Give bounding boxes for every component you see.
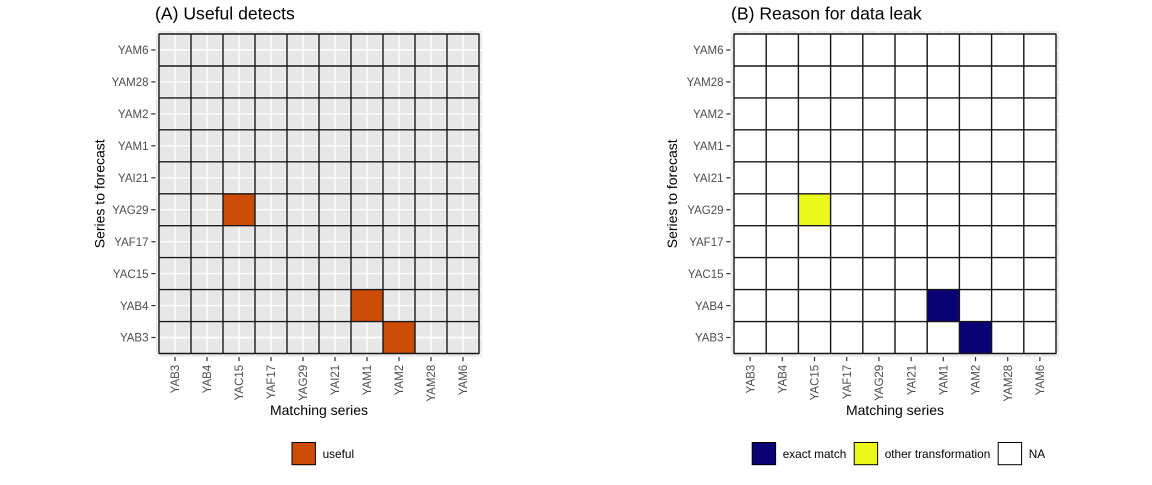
svg-text:YAF17: YAF17 — [689, 237, 723, 249]
svg-text:(B) Reason for data leak: (B) Reason for data leak — [731, 4, 922, 24]
svg-text:YAB3: YAB3 — [120, 333, 149, 345]
svg-text:YAB4: YAB4 — [202, 364, 214, 393]
svg-text:YAG29: YAG29 — [112, 205, 148, 217]
svg-text:Series to forecast: Series to forecast — [92, 139, 108, 248]
svg-text:YAM28: YAM28 — [1003, 365, 1015, 402]
svg-text:YAG29: YAG29 — [874, 365, 886, 401]
svg-text:YAM28: YAM28 — [426, 365, 438, 402]
svg-text:YAM28: YAM28 — [687, 77, 724, 89]
svg-text:YAM2: YAM2 — [971, 365, 983, 395]
svg-text:YAB3: YAB3 — [695, 333, 724, 345]
svg-text:YAG29: YAG29 — [687, 205, 723, 217]
svg-text:(A) Useful detects: (A) Useful detects — [155, 4, 295, 24]
svg-text:YAI21: YAI21 — [330, 365, 342, 395]
svg-text:YAM6: YAM6 — [693, 45, 723, 57]
svg-text:YAF17: YAF17 — [842, 365, 854, 399]
svg-text:YAC15: YAC15 — [810, 365, 822, 401]
svg-text:YAI21: YAI21 — [906, 365, 918, 395]
svg-text:YAM1: YAM1 — [362, 365, 374, 395]
svg-text:Matching series: Matching series — [270, 402, 368, 418]
svg-text:YAB4: YAB4 — [695, 301, 724, 313]
svg-text:YAF17: YAF17 — [114, 237, 148, 249]
svg-text:YAF17: YAF17 — [266, 365, 278, 399]
svg-text:YAM6: YAM6 — [458, 365, 470, 395]
svg-text:other transformation: other transformation — [885, 447, 991, 461]
svg-text:YAM6: YAM6 — [118, 45, 148, 57]
svg-text:NA: NA — [1029, 447, 1046, 461]
svg-text:YAM2: YAM2 — [118, 109, 148, 121]
svg-text:YAM2: YAM2 — [693, 109, 723, 121]
svg-text:exact match: exact match — [783, 447, 847, 461]
svg-text:YAB4: YAB4 — [778, 364, 790, 393]
svg-text:Series to forecast: Series to forecast — [664, 139, 680, 248]
svg-text:YAC15: YAC15 — [113, 269, 149, 281]
svg-text:YAG29: YAG29 — [298, 365, 310, 401]
svg-text:useful: useful — [323, 447, 354, 461]
svg-text:YAB3: YAB3 — [745, 365, 757, 394]
svg-text:YAM1: YAM1 — [118, 141, 148, 153]
svg-text:YAC15: YAC15 — [688, 269, 724, 281]
svg-text:YAB3: YAB3 — [170, 365, 182, 394]
svg-text:YAM1: YAM1 — [939, 365, 951, 395]
svg-text:YAI21: YAI21 — [693, 173, 723, 185]
svg-text:YAM28: YAM28 — [112, 77, 149, 89]
svg-text:YAM1: YAM1 — [693, 141, 723, 153]
svg-text:YAM6: YAM6 — [1035, 365, 1047, 395]
svg-text:YAB4: YAB4 — [120, 301, 149, 313]
svg-text:YAM2: YAM2 — [394, 365, 406, 395]
svg-text:YAI21: YAI21 — [118, 173, 148, 185]
svg-text:YAC15: YAC15 — [234, 365, 246, 401]
svg-text:Matching series: Matching series — [846, 402, 944, 418]
